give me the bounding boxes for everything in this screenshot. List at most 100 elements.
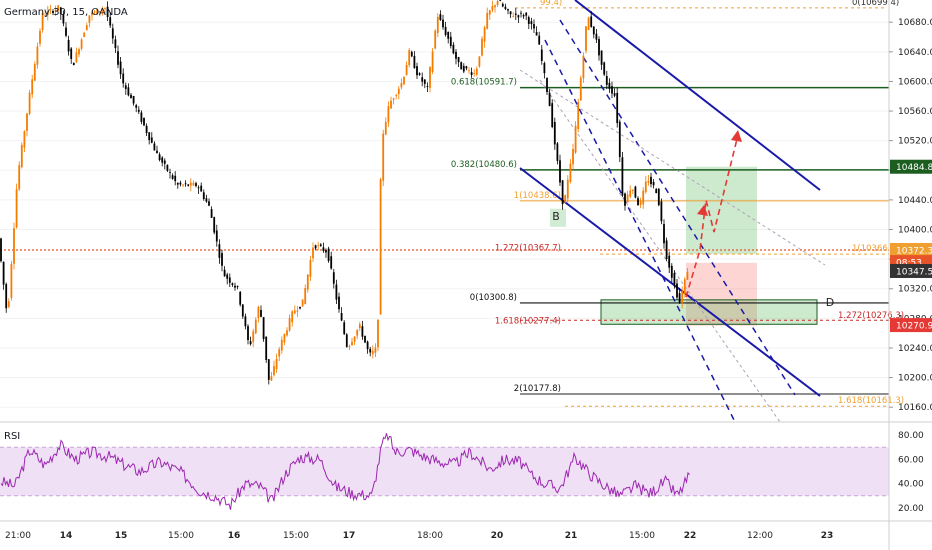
channel-upper-line [574, 0, 821, 191]
candle-body [572, 149, 574, 165]
candle-body [525, 12, 528, 16]
fib-label: 0.382(10480.6) [451, 160, 517, 170]
price-tick-label: 10400.0 [898, 226, 932, 236]
price-tick-label: 10200.0 [898, 374, 932, 384]
candle-body [104, 8, 106, 9]
candle-body [397, 88, 400, 95]
candle-body [447, 31, 450, 39]
time-tick-label: 15:00 [168, 531, 194, 541]
candle-body [590, 16, 593, 27]
candle-body [301, 299, 304, 307]
candle-body [174, 175, 177, 182]
fib-label: 1.618(10161.3) [838, 396, 904, 406]
candle-body [634, 186, 637, 198]
time-axis[interactable]: 21:00 14 15 15:00 16 15:00 17 18:00 20 21 15:00 22 1… [5, 531, 833, 541]
channel-mid-dashed [544, 39, 736, 423]
time-tick-label: 22 [684, 531, 697, 541]
candle-body [275, 359, 278, 369]
projection-arrowhead [697, 205, 708, 216]
candle-body [559, 160, 561, 183]
price-tick-label: 10320.0 [898, 285, 932, 295]
candle-body [283, 333, 286, 343]
candle-body [156, 150, 158, 154]
candle-body [629, 190, 632, 197]
candle-body [31, 79, 34, 95]
candle-body [637, 198, 639, 206]
candle-body [106, 6, 109, 17]
candle-body [132, 96, 135, 104]
candle-body [457, 57, 460, 63]
candle-body [616, 92, 619, 124]
candle-body [267, 359, 270, 380]
candle-body [280, 339, 283, 351]
candle-body [57, 5, 60, 11]
candle-body [270, 376, 273, 381]
price-tick-label: 10520.0 [898, 137, 932, 147]
candle-body [426, 86, 429, 87]
candle-body [288, 318, 291, 331]
candle-body [608, 82, 611, 89]
time-tick-label: 15:00 [629, 531, 655, 541]
candle-body [187, 184, 190, 186]
candle-body [13, 228, 15, 264]
candle-body [600, 50, 603, 65]
candle-body [574, 125, 577, 153]
candle-body [93, 11, 96, 13]
candle-body [291, 311, 294, 323]
candle-body [465, 66, 468, 69]
price-badge-label: 10372.3 [896, 247, 932, 257]
projection-arrowhead [731, 130, 742, 142]
candle-body [644, 181, 647, 193]
candle-body [358, 324, 361, 329]
fib-label: 1.618(10277.4) [495, 316, 561, 326]
candle-body [431, 51, 434, 73]
candle-body [109, 17, 112, 26]
candle-body [421, 77, 424, 82]
candle-body [496, 1, 499, 5]
candle-body [85, 25, 88, 31]
time-tick-label: 16 [228, 531, 241, 541]
candle-body [41, 12, 44, 31]
candle-body [117, 51, 119, 65]
candle-body [299, 306, 301, 309]
pattern-points: BD [552, 210, 834, 309]
rsi-tick-label: 20.00 [898, 504, 924, 514]
candle-body [241, 304, 244, 317]
candle-body [564, 195, 567, 203]
time-tick-label: 15 [115, 531, 128, 541]
candle-body [470, 72, 473, 75]
candle-body [387, 106, 390, 123]
candle-body [520, 12, 522, 14]
price-tick-label: 10160.0 [898, 403, 932, 413]
candle-body [631, 189, 634, 191]
price-badge-label: 10484.8 [896, 163, 932, 173]
candle-body [455, 51, 457, 59]
candle-body [626, 194, 629, 203]
candle-body [98, 11, 101, 13]
candle-body [59, 7, 62, 15]
candle-body [78, 49, 80, 55]
candle-body [135, 105, 138, 108]
candle-body [535, 32, 538, 36]
candle-body [577, 101, 580, 129]
candle-body [234, 285, 236, 288]
candle-body [122, 73, 125, 84]
candle-body [442, 19, 444, 28]
price-badge-label: 10347.5 [896, 267, 932, 277]
candle-body [473, 73, 476, 75]
candle-body [579, 77, 582, 101]
candle-body [494, 5, 496, 8]
candle-body [143, 117, 145, 126]
candle-body [585, 26, 587, 51]
candle-body [145, 125, 148, 133]
candle-body [462, 65, 465, 72]
candle-body [221, 253, 223, 266]
price-tick-label: 10640.0 [898, 48, 932, 58]
price-tick-label: 10240.0 [898, 344, 932, 354]
candle-body [652, 181, 655, 186]
candle-body [681, 291, 684, 303]
candle-body [483, 27, 486, 42]
candle-body [273, 366, 275, 376]
candle-body [522, 15, 525, 17]
